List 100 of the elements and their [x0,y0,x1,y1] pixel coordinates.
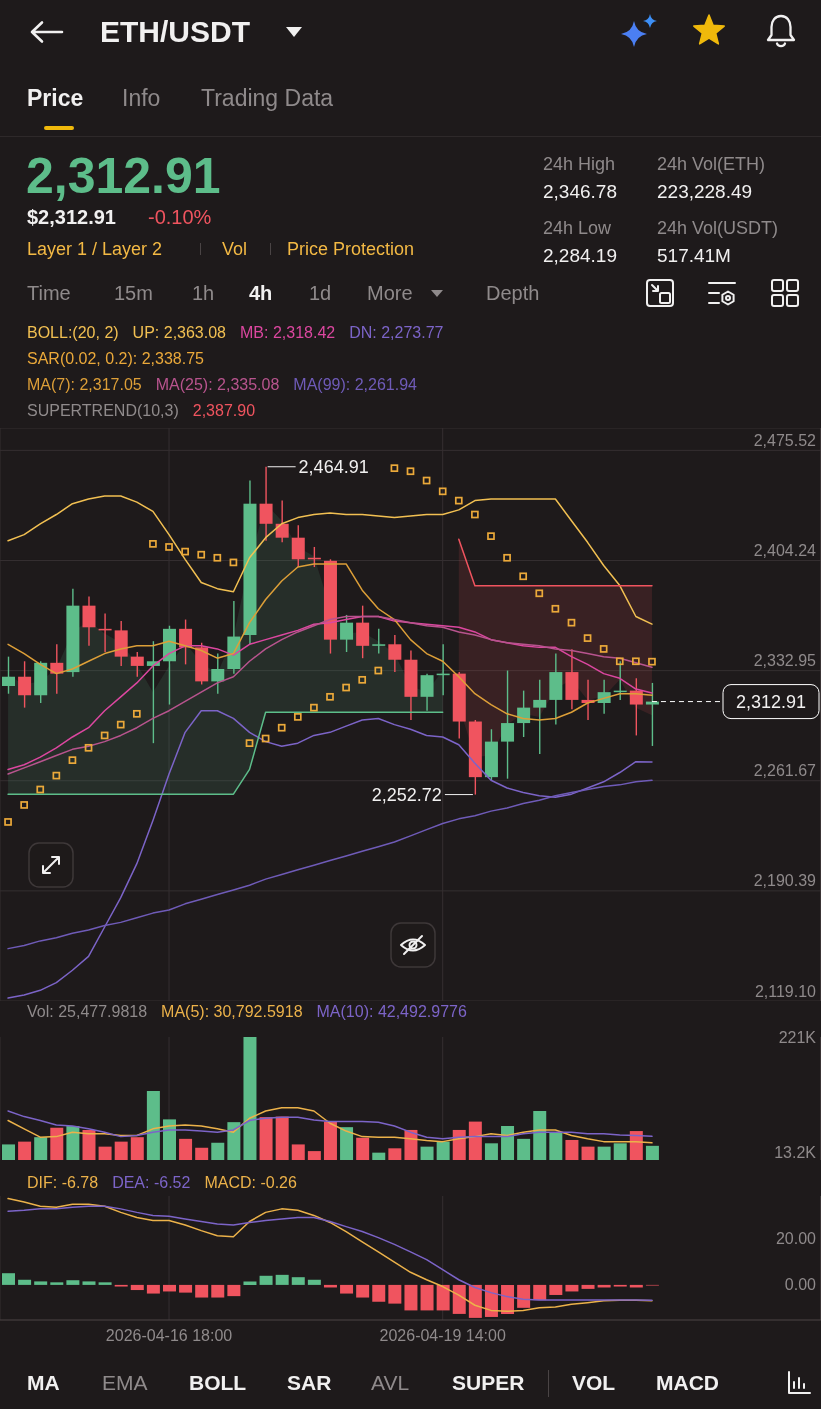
bar [50,1282,64,1285]
bar [34,1137,48,1160]
bar [565,1139,579,1160]
chart-title: ETH/USDT [100,14,250,50]
bar [307,1151,321,1160]
text: Depth [486,281,540,305]
bar [436,1141,450,1160]
bar [275,1274,289,1285]
bar [179,1138,193,1160]
bar [307,1279,321,1285]
text: Price Protection [287,238,415,261]
bar [517,1284,531,1308]
text: UP: 2,363.08 [132,324,227,342]
y-tick-label: 13.2K [774,1144,817,1162]
y-tick-label: 20.00 [775,1229,817,1247]
text: 24h Low [543,217,612,240]
text: Trading Data [201,84,334,113]
text: 1h [192,281,215,305]
bar [340,1284,354,1294]
bar [66,1280,80,1285]
bar [211,1284,225,1298]
bar [356,1137,370,1160]
text: 517.41M [657,243,731,267]
bar [452,1284,466,1314]
text: SUPER [452,1370,525,1396]
bar [613,1143,627,1160]
text: 15m [114,281,153,305]
bar [243,1037,257,1160]
bar [356,1284,370,1298]
y-tick-label: 2,261.67 [753,762,817,780]
ref-line-label: 2,312.91 [735,691,807,712]
bar [420,1146,434,1160]
text: Vol [222,238,248,261]
text: SAR [287,1370,332,1396]
text: Info [122,84,161,113]
series-label: DEA: -6.52 [112,1174,191,1192]
y-tick-label: 221K [778,1028,817,1046]
bar [162,1119,176,1160]
text: SUPERTREND(10,3) [27,402,179,420]
bar [227,1284,241,1297]
bar [388,1148,402,1160]
text: VOL [572,1370,616,1396]
text: 24h Vol(USDT) [657,217,779,240]
bar [179,1284,193,1293]
bar [533,1111,547,1160]
text: Price [27,84,84,113]
text: 1d [309,281,332,305]
y-tick-label: 2,475.52 [753,431,817,449]
bar [98,1282,112,1285]
text: AVL [371,1370,410,1396]
bar [404,1129,418,1160]
bar [484,1284,498,1317]
bar [549,1132,563,1160]
x-tick-label: 2026-04-19 14:00 [379,1327,506,1345]
text: 2,284.19 [543,243,617,267]
bar [2,1273,15,1285]
bar [275,1116,289,1160]
bar [549,1284,563,1295]
bar [581,1284,595,1289]
bar [18,1141,32,1160]
text: MA(99): 2,261.94 [293,376,417,394]
bar [195,1147,209,1160]
text: 2,312.91 [26,147,221,206]
text: DN: 2,273.77 [349,324,444,342]
bar [388,1284,402,1304]
x-tick-label: 2026-04-16 18:00 [105,1327,233,1345]
bar [82,1129,96,1160]
text: MA [27,1370,60,1396]
text: MA(10): 42,492.9776 [316,1003,467,1021]
bar [146,1284,160,1294]
y-tick-label: 2,332.95 [753,652,817,670]
bar [211,1142,225,1160]
bar [291,1144,305,1160]
bar [243,1281,257,1285]
line-series [7,1197,653,1313]
bar [50,1127,64,1160]
bar [629,1131,643,1160]
bar [581,1146,595,1160]
y-tick-label: 2,404.24 [753,541,817,559]
bar [66,1126,80,1160]
bar [468,1284,482,1318]
bar [98,1146,112,1160]
bar [404,1284,418,1311]
bar [340,1127,354,1160]
bar [162,1284,176,1292]
bar [195,1284,209,1298]
text: MA(5): 30,792.5918 [161,1003,303,1021]
y-tick-label: 0.00 [784,1276,817,1294]
text: BOLL [189,1370,247,1396]
y-tick-label: 2,190.39 [753,872,817,890]
bar [517,1138,531,1160]
bar [2,1144,15,1160]
text: 24h High [543,153,616,176]
text: 2,387.90 [192,402,256,420]
text: MA(25): 2,335.08 [155,376,280,394]
bar [533,1284,547,1301]
bar [259,1117,273,1160]
bar [452,1129,466,1160]
text: MA(7): 2,317.05 [27,376,142,394]
text: Layer 1 / Layer 2 [27,238,163,261]
